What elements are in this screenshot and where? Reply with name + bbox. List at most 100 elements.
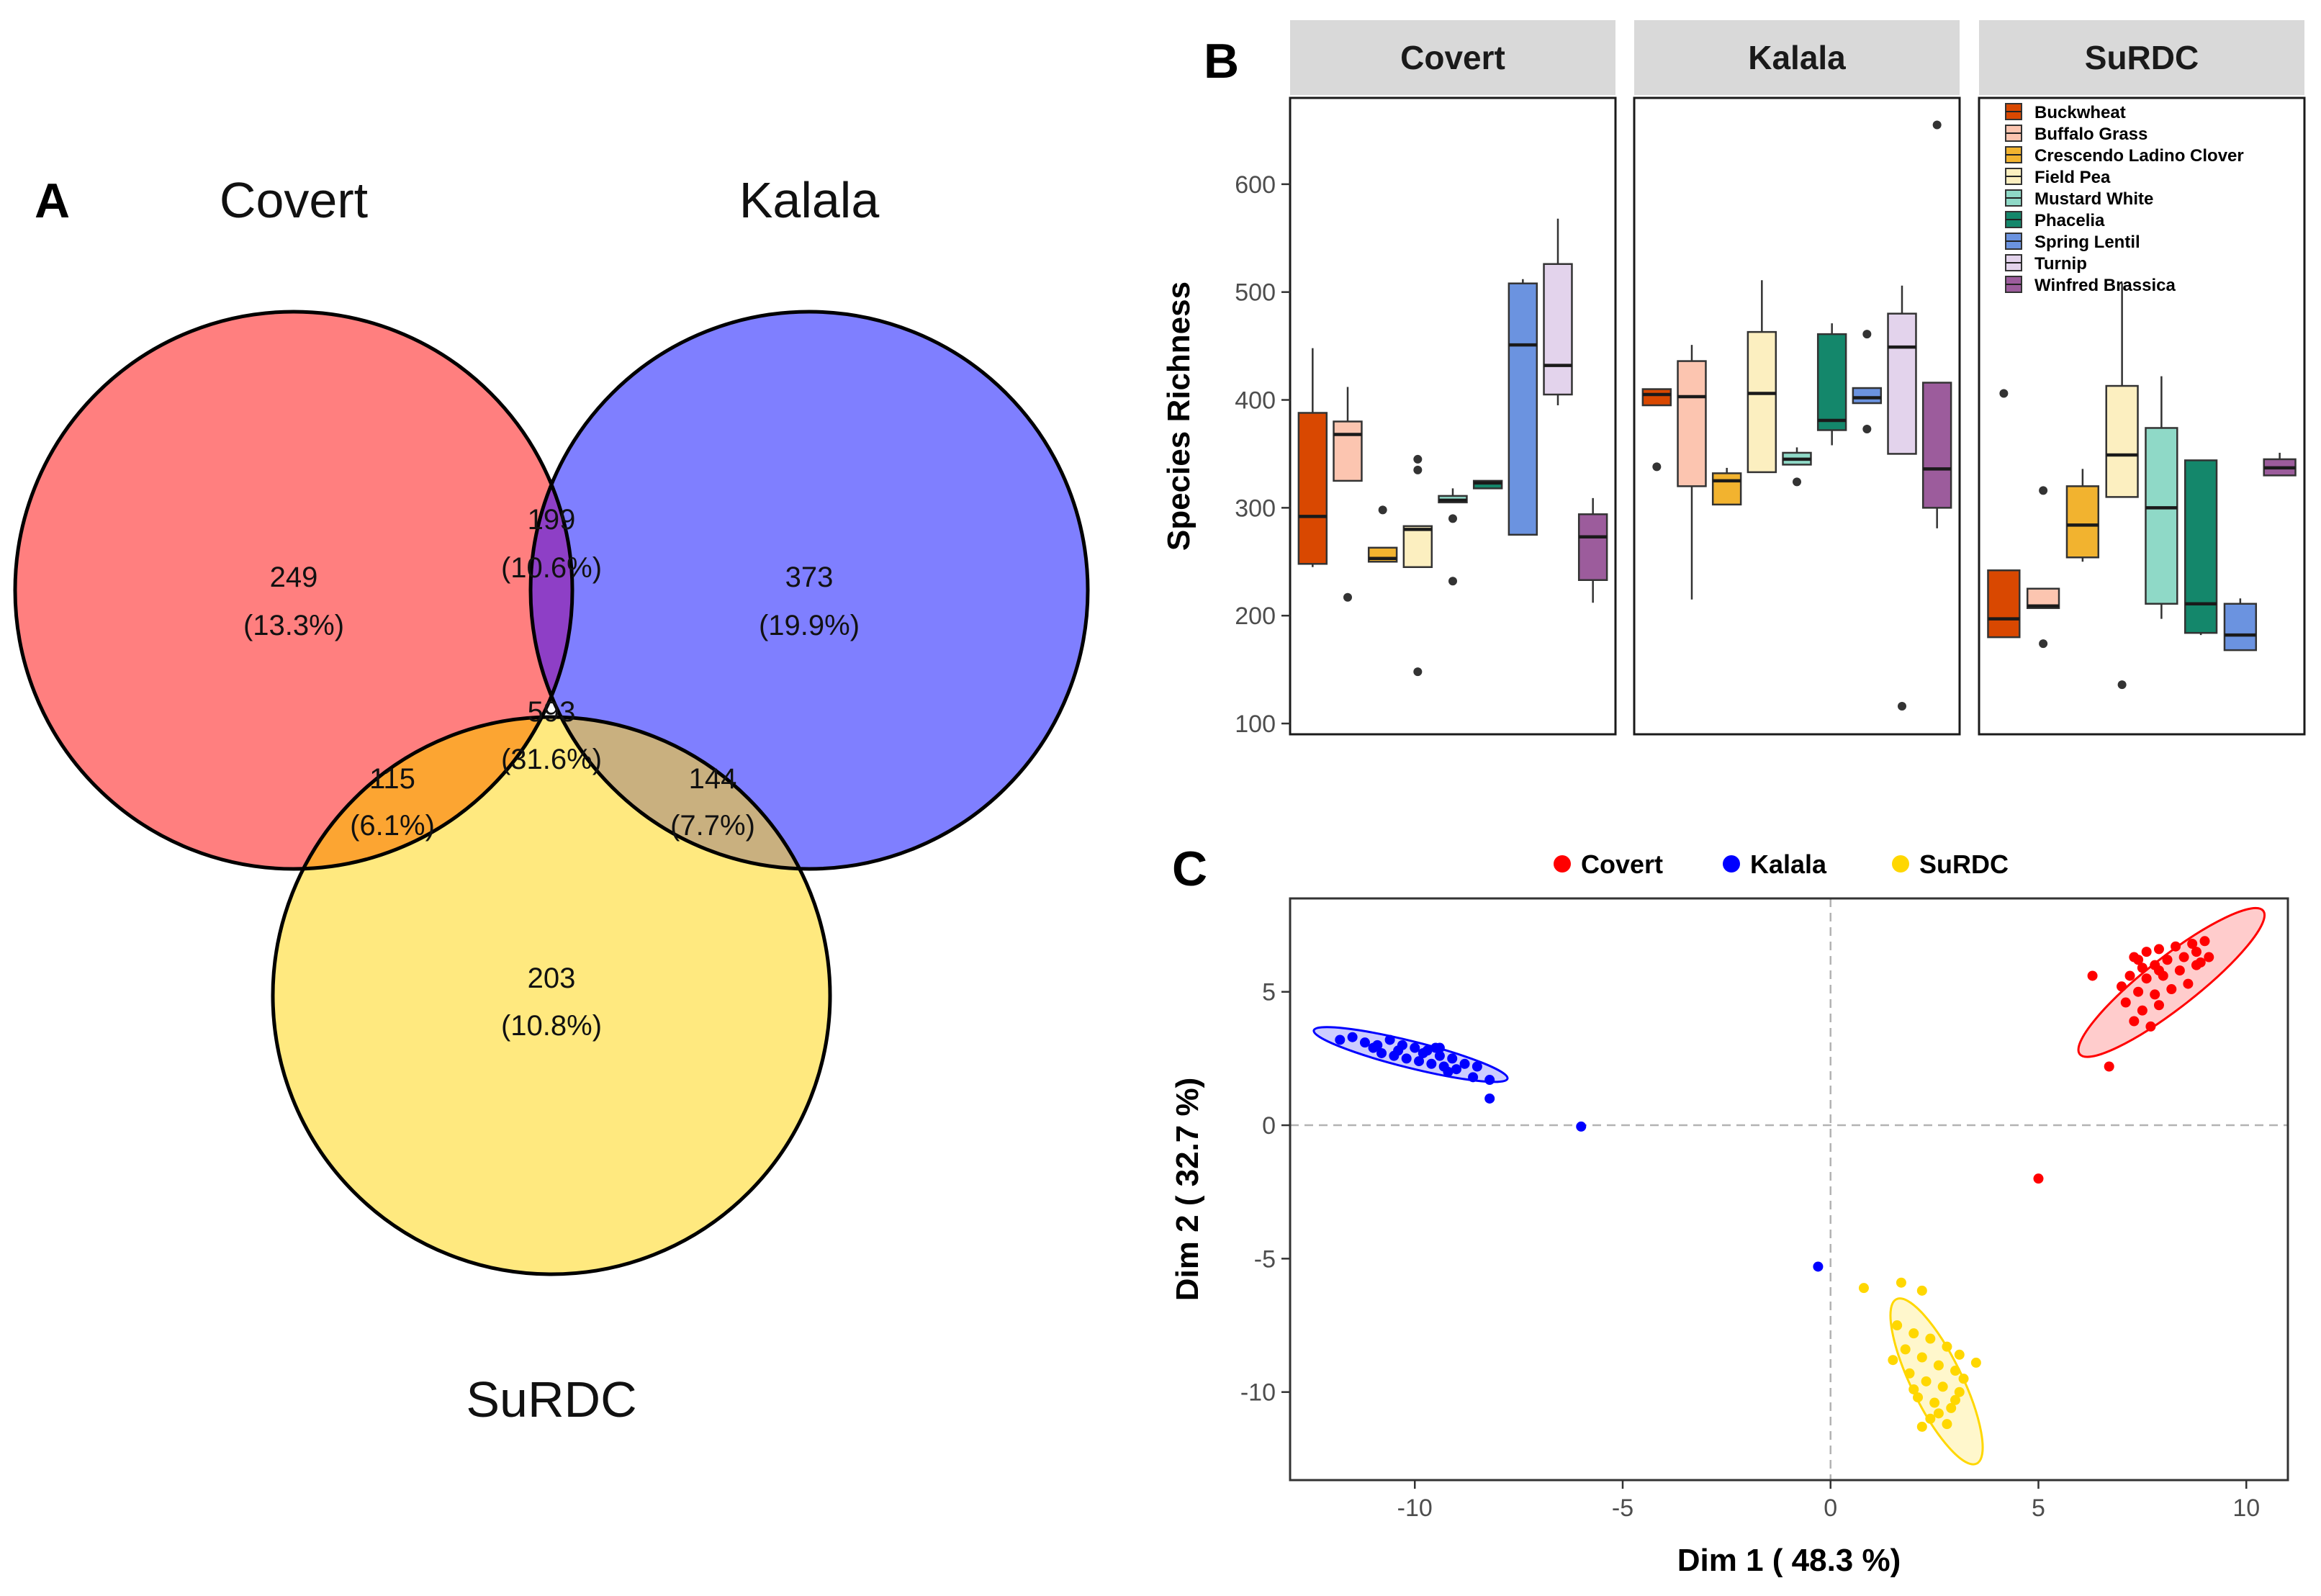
point-kalala-20 xyxy=(1393,1045,1404,1056)
box-kalala-spring-lentil xyxy=(1852,387,1883,405)
outlier-surdc-buckwheat-0 xyxy=(1999,389,2009,398)
point-surdc-18 xyxy=(1946,1402,1957,1413)
point-covert-4 xyxy=(2187,939,2198,950)
point-kalala-1 xyxy=(1347,1032,1358,1042)
box-covert-spring-lentil xyxy=(1507,282,1538,536)
outlier-covert-buffalo-grass-0 xyxy=(1343,592,1352,602)
point-surdc-3 xyxy=(1892,1320,1903,1331)
scatter-x-tick-label-4: 10 xyxy=(2232,1494,2260,1522)
box-surdc-buckwheat xyxy=(1987,569,2021,639)
facet-strip-covert xyxy=(1290,20,1615,95)
outlier-covert-field-pea-0 xyxy=(1413,454,1423,464)
venn-panel: A Covert Kalala SuRDC 249 (13.3%) 373 (1… xyxy=(13,172,1090,1428)
box-covert-field-pea xyxy=(1402,525,1433,569)
point-surdc-22 xyxy=(1970,1357,1981,1368)
point-kalala-10 xyxy=(1459,1058,1470,1069)
point-surdc-13 xyxy=(1921,1376,1932,1387)
point-covert-11 xyxy=(2124,970,2135,981)
point-surdc-15 xyxy=(1954,1387,1965,1397)
point-kalala-15 xyxy=(1414,1056,1425,1067)
point-kalala-24 xyxy=(1468,1072,1479,1083)
scatter-legend-label-covert: Covert xyxy=(1581,849,1663,879)
scatter-y-tick-label-2: 0 xyxy=(1262,1112,1276,1140)
point-kalala-8 xyxy=(1434,1050,1445,1061)
point-surdc-10 xyxy=(1933,1360,1944,1371)
box-y-tick-label-500: 500 xyxy=(1235,279,1276,307)
venn-count-covert-only: 249 xyxy=(270,562,318,593)
point-covert-2 xyxy=(2153,944,2164,955)
outlier-kalala-buckwheat-0 xyxy=(1652,462,1662,472)
legend-label-phacelia: Phacelia xyxy=(2034,211,2105,230)
box-kalala-crescendo-ladino-clover xyxy=(1711,472,1742,506)
point-surdc-4 xyxy=(1908,1328,1919,1339)
point-surdc-11 xyxy=(1950,1366,1960,1376)
box-y-tick-label-400: 400 xyxy=(1235,387,1276,415)
scatter-legend-label-surdc: SuRDC xyxy=(1919,849,2009,879)
point-covert-18 xyxy=(2133,986,2144,997)
outlier-covert-mustard-white-0 xyxy=(1448,514,1457,523)
outlier-kalala-spring-lentil-0 xyxy=(1862,330,1872,339)
point-covert-29 xyxy=(2033,1173,2044,1184)
scatter-points xyxy=(1335,936,2214,1432)
box-kalala-buckwheat xyxy=(1641,388,1672,407)
box-marks xyxy=(1297,120,2297,711)
outlier-covert-crescendo-ladino-clover-0 xyxy=(1378,505,1387,515)
point-surdc-24 xyxy=(1908,1384,1919,1394)
point-covert-27 xyxy=(2087,970,2098,981)
point-surdc-26 xyxy=(1950,1394,1960,1405)
point-kalala-21 xyxy=(1418,1047,1428,1058)
scatter-legend-dot-surdc xyxy=(1892,855,1909,873)
facet-strip-surdc xyxy=(1979,20,2304,95)
ellipse-surdc xyxy=(1889,1297,1984,1466)
point-kalala-12 xyxy=(1376,1047,1387,1058)
venn-count-covert-surdc: 115 xyxy=(369,763,415,795)
facet-frame-surdc xyxy=(1978,96,2306,736)
point-kalala-14 xyxy=(1401,1053,1412,1064)
point-surdc-16 xyxy=(1913,1392,1924,1403)
box-y-axis: 100 200 300 400 500 600 xyxy=(1235,171,1290,738)
legend-label-field-pea: Field Pea xyxy=(2034,168,2111,187)
venn-count-surdc-only: 203 xyxy=(528,962,576,994)
legend-label-turnip: Turnip xyxy=(2034,254,2087,274)
venn-count-covert-kalala: 199 xyxy=(528,504,576,536)
box-kalala-buffalo-grass xyxy=(1677,360,1707,487)
venn-title-covert: Covert xyxy=(220,172,368,228)
point-covert-25 xyxy=(2129,1016,2140,1027)
point-surdc-12 xyxy=(1904,1368,1915,1379)
point-covert-20 xyxy=(2166,984,2177,995)
box-covert-buckwheat xyxy=(1297,412,1328,565)
point-surdc-2 xyxy=(1858,1283,1869,1294)
scatter-x-tick-label-1: -5 xyxy=(1612,1494,1633,1522)
venn-count-kalala-surdc: 144 xyxy=(689,763,737,795)
point-kalala-4 xyxy=(1384,1034,1395,1045)
scatter-frame xyxy=(1289,897,2289,1482)
point-surdc-8 xyxy=(1900,1344,1911,1355)
point-covert-12 xyxy=(2141,973,2152,984)
point-covert-6 xyxy=(2191,947,2201,957)
venn-pct-covert-kalala: (10.6%) xyxy=(501,552,602,584)
point-surdc-23 xyxy=(1888,1355,1898,1366)
facet-strip-kalala xyxy=(1634,20,1960,95)
outlier-kalala-turnip-0 xyxy=(1898,702,1906,711)
scatter-axes: -10 -5 0 5 10 -10 -5 0 5 xyxy=(1240,979,2260,1522)
facet-label-surdc: SuRDC xyxy=(2085,39,2199,76)
point-covert-17 xyxy=(2117,981,2127,992)
outlier-covert-field-pea-1 xyxy=(1413,465,1423,474)
outlier-covert-mustard-white-1 xyxy=(1448,577,1457,586)
point-kalala-29 xyxy=(1813,1261,1824,1272)
ellipse-covert xyxy=(2077,906,2266,1058)
venn-count-kalala-only: 373 xyxy=(785,562,834,593)
box-kalala-winfred-brassica xyxy=(1921,382,1952,509)
outlier-kalala-mustard-white-0 xyxy=(1793,477,1801,487)
box-y-tick-label-300: 300 xyxy=(1235,495,1276,522)
point-kalala-23 xyxy=(1443,1066,1454,1077)
scatter-panel: C Covert Kalala SuRDC -10 -5 0 5 10 -10 -5 0 5 Dim… xyxy=(1170,842,2289,1578)
box-surdc-spring-lentil xyxy=(2223,603,2258,652)
point-kalala-6 xyxy=(1410,1042,1420,1053)
point-surdc-0 xyxy=(1896,1277,1906,1288)
point-surdc-6 xyxy=(1942,1341,1952,1352)
point-kalala-18 xyxy=(1451,1064,1461,1075)
box-surdc-phacelia xyxy=(2183,459,2218,634)
point-covert-32 xyxy=(2133,955,2144,965)
